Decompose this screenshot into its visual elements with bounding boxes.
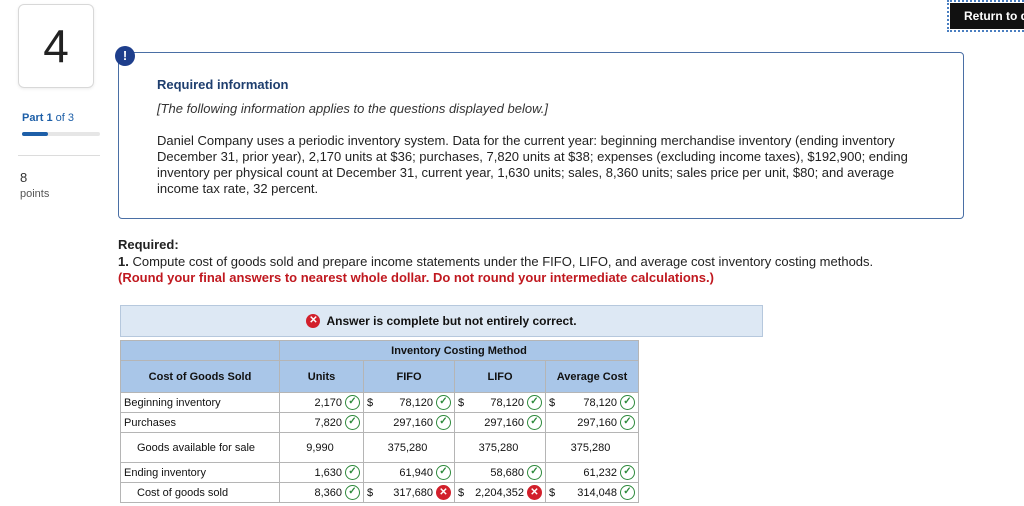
average-input[interactable]: 297,160 xyxy=(577,416,617,429)
check-icon: ✓ xyxy=(527,415,542,430)
answer-status-banner: ✕ Answer is complete but not entirely co… xyxy=(120,305,763,337)
fifo-input[interactable]: 317,680 xyxy=(393,486,433,499)
info-body: Daniel Company uses a periodic inventory… xyxy=(157,133,908,196)
check-icon: ✓ xyxy=(620,485,635,500)
check-icon: ✓ xyxy=(436,465,451,480)
header-blank xyxy=(120,340,280,361)
average-input[interactable]: 314,048 xyxy=(577,486,617,499)
units-input[interactable]: 1,630 xyxy=(314,466,342,479)
units-value: 9,990 xyxy=(306,441,334,454)
table-row: Cost of goods sold 8,360 ✓ $317,680 ✕ $2,2… xyxy=(120,482,639,503)
points-label: points xyxy=(20,188,50,200)
check-icon: ✓ xyxy=(620,415,635,430)
return-to-question-button[interactable]: Return to question xyxy=(947,0,1024,32)
incorrect-x-icon: ✕ xyxy=(306,314,321,328)
info-title: Required information xyxy=(157,77,289,92)
check-icon: ✓ xyxy=(527,395,542,410)
part-progress-bar xyxy=(22,132,100,136)
row-label: Cost of goods sold xyxy=(120,482,280,503)
row-label: Beginning inventory xyxy=(120,392,280,413)
part-progress-fill xyxy=(22,132,48,136)
lifo-input[interactable]: 58,680 xyxy=(490,466,524,479)
required-information-panel: Required information [The following info… xyxy=(118,52,964,219)
row-label: Ending inventory xyxy=(120,462,280,483)
sidebar-divider xyxy=(18,155,100,156)
units-input[interactable]: 8,360 xyxy=(314,486,342,499)
question-number: 4 xyxy=(43,20,69,72)
check-icon: ✓ xyxy=(345,415,360,430)
check-icon: ✓ xyxy=(345,465,360,480)
question-number-box: 4 xyxy=(18,4,94,88)
check-icon: ✓ xyxy=(345,485,360,500)
check-icon: ✓ xyxy=(345,395,360,410)
required-item-number: 1. xyxy=(118,254,129,269)
x-icon: ✕ xyxy=(436,485,451,500)
info-note: [The following information applies to th… xyxy=(157,101,548,116)
fifo-input[interactable]: 78,120 xyxy=(399,396,433,409)
fifo-input[interactable]: 61,940 xyxy=(399,466,433,479)
rounding-instruction: (Round your final answers to nearest who… xyxy=(118,270,714,285)
table-row: Ending inventory 1,630 ✓ 61,940 ✓ 58,680 ✓ … xyxy=(120,462,639,483)
group-header: Inventory Costing Method xyxy=(279,340,639,361)
part-total: of 3 xyxy=(55,112,75,124)
points-value: 8 xyxy=(20,170,28,185)
part-indicator: Part 1 of 3 xyxy=(22,112,74,124)
lifo-input[interactable]: 297,160 xyxy=(484,416,524,429)
header-lifo: LIFO xyxy=(454,360,546,393)
check-icon: ✓ xyxy=(436,415,451,430)
header-fifo: FIFO xyxy=(363,360,455,393)
required-item-text: Compute cost of goods sold and prepare i… xyxy=(132,254,874,269)
units-input[interactable]: 7,820 xyxy=(314,416,342,429)
table-row: Purchases 7,820 ✓ 297,160 ✓ 297,160 ✓ 297,1… xyxy=(120,412,639,433)
average-value: 375,280 xyxy=(570,441,611,454)
table-row: Goods available for sale 9,990 375,280 3… xyxy=(120,432,639,463)
row-label: Goods available for sale xyxy=(120,432,280,463)
part-current: 1 xyxy=(46,112,53,124)
x-icon: ✕ xyxy=(527,485,542,500)
part-word: Part xyxy=(22,112,44,124)
units-input[interactable]: 2,170 xyxy=(314,396,342,409)
lifo-input[interactable]: 78,120 xyxy=(490,396,524,409)
required-item: 1. Compute cost of goods sold and prepar… xyxy=(118,254,873,269)
row-label: Purchases xyxy=(120,412,280,433)
required-title: Required: xyxy=(118,237,179,252)
lifo-value: 375,280 xyxy=(478,441,519,454)
fifo-input[interactable]: 297,160 xyxy=(393,416,433,429)
average-input[interactable]: 78,120 xyxy=(583,396,617,409)
check-icon: ✓ xyxy=(620,395,635,410)
table-row: Beginning inventory 2,170 ✓ $78,120 ✓ $78,… xyxy=(120,392,639,413)
cogs-table: Inventory Costing Method Cost of Goods S… xyxy=(120,340,639,503)
check-icon: ✓ xyxy=(620,465,635,480)
answer-status-text: Answer is complete but not entirely corr… xyxy=(326,314,577,328)
header-label: Cost of Goods Sold xyxy=(120,360,280,393)
header-units: Units xyxy=(279,360,364,393)
check-icon: ✓ xyxy=(436,395,451,410)
check-icon: ✓ xyxy=(527,465,542,480)
fifo-value: 375,280 xyxy=(387,441,428,454)
alert-icon: ! xyxy=(115,46,135,66)
average-input[interactable]: 61,232 xyxy=(583,466,617,479)
header-average: Average Cost xyxy=(545,360,639,393)
lifo-input[interactable]: 2,204,352 xyxy=(475,486,524,499)
